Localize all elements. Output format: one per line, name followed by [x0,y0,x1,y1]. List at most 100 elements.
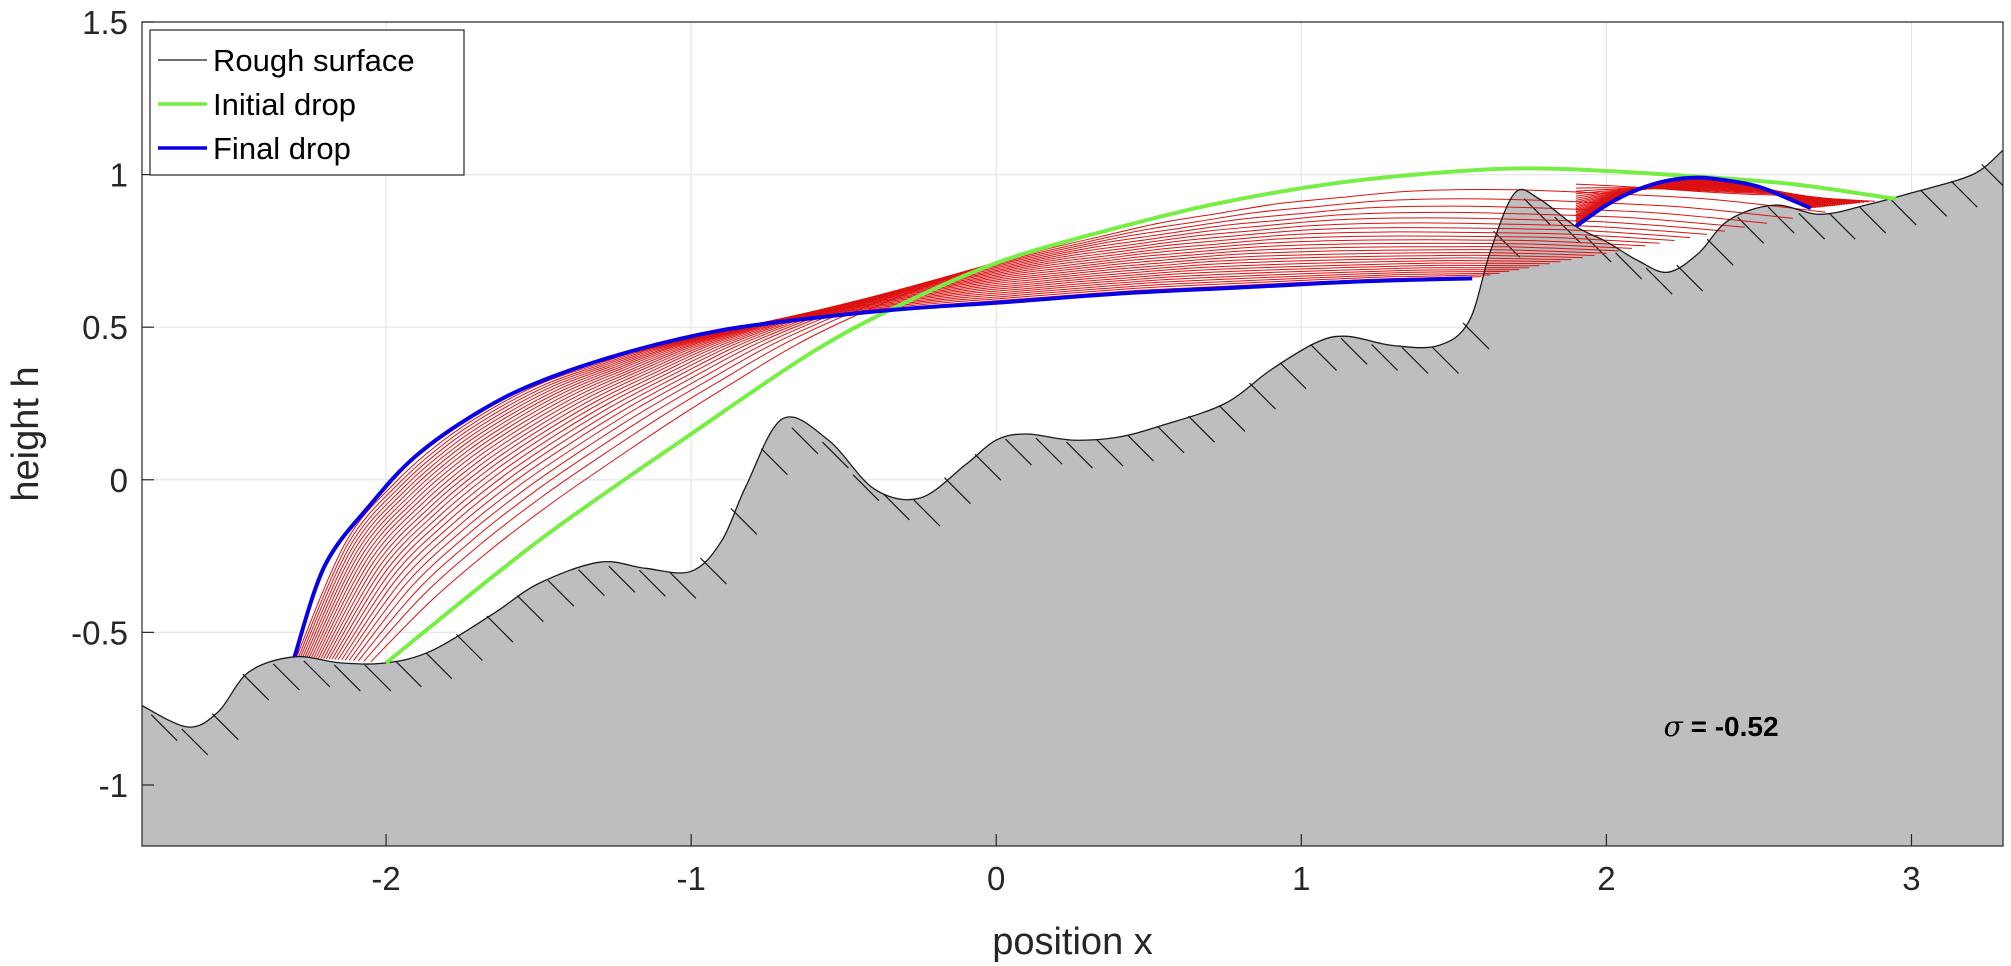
initial-drop-line [384,166,1897,665]
hatch-mark [1066,441,1093,469]
x-tick-label: -1 [676,860,705,897]
hatch-mark [150,714,178,742]
intermediate-drop-curve [334,235,1660,660]
x-tick-label: 1 [1292,860,1310,897]
final-drop-curve [292,276,1473,658]
hatch-mark [1676,264,1704,292]
hatch-mark [1645,267,1673,295]
intermediate-drop-curve [300,272,1500,658]
intermediate-drop-curve [370,188,1826,663]
hatch-mark [1950,180,1978,208]
y-tick-label: 1.5 [82,4,128,41]
hatch-mark [913,499,941,527]
intermediate-drop-curve [353,211,1745,662]
hatch-mark [1767,206,1795,234]
intermediate-drop-curve [348,217,1726,661]
x-tick-label: 3 [1902,860,1920,897]
hatch-mark [272,663,300,691]
surface-hatching [150,163,2003,756]
hatch-mark [1432,347,1460,374]
hatch-mark [791,427,819,455]
hatch-mark [1798,212,1826,240]
hatch-mark [455,633,483,661]
hatch-mark [1005,438,1032,466]
hatch-mark [1889,198,1917,226]
hatch-mark [1981,163,2003,187]
hatch-mark [303,660,331,688]
y-tick-label: -0.5 [71,614,128,651]
y-axis-ticks: -1 -0.5 0 0.5 1 1.5 [71,4,154,804]
hatch-mark [1462,322,1490,350]
intermediate-drop-curve [337,231,1675,660]
hatch-mark [333,664,361,692]
intermediate-drop-curve [325,246,1620,660]
x-axis-label: position x [992,921,1153,963]
hatch-mark [1737,216,1765,244]
hatch-mark [547,579,575,607]
x-tick-label: 0 [987,860,1005,897]
hatch-mark [1127,434,1154,462]
hatch-mark [760,448,788,476]
intermediate-drop-curve [315,257,1572,659]
legend-label-initial-drop: Initial drop [213,87,356,122]
hatch-mark [1920,189,1948,217]
hatch-mark [1310,344,1337,371]
hatch-mark [1279,362,1307,390]
hatch-mark [1584,235,1612,263]
intermediate-drop-curve [328,242,1633,660]
hatch-mark [944,477,971,505]
intermediate-drop-curve [298,274,1491,658]
hatch-mark [1157,426,1185,454]
hatch-mark [1828,212,1856,240]
legend-label-rough-surface: Rough surface [213,43,415,78]
hatch-mark [883,493,910,521]
hatch-mark [394,660,422,688]
intermediate-drop-curve [363,198,1793,662]
intermediate-drop-curve [357,205,1767,662]
y-tick-label: 0.5 [82,309,128,346]
plot-frame [141,21,2004,847]
hatch-mark [974,453,1002,481]
sigma-symbol: σ [1664,710,1684,743]
x-tick-label: -2 [371,860,400,897]
hatch-mark [1859,206,1887,234]
hatch-mark [486,615,514,643]
final-drop-curve [1574,175,1812,229]
sigma-value: = -0.52 [1683,711,1779,742]
intermediate-drop-curve [344,222,1707,661]
intermediate-drop-curve [341,227,1691,661]
intermediate-drop-curve [323,249,1607,659]
legend-label-final-drop: Final drop [213,131,351,166]
y-axis-label: height h [5,366,47,501]
initial-drop-curve [384,166,1897,665]
hatch-mark [242,673,270,701]
hatch-mark [1096,439,1124,467]
hatch-mark [181,728,209,756]
hatch-mark [1706,238,1734,266]
hatch-mark [1249,382,1276,410]
hatch-mark [516,595,544,623]
x-axis-ticks: -2 -1 0 1 2 3 [371,834,1921,897]
hatch-mark [577,569,605,596]
y-tick-label: -1 [99,767,128,804]
hatch-mark [364,664,392,692]
hatch-mark [1401,347,1429,374]
surface-line [142,149,2003,728]
hatch-mark [822,441,849,469]
legend: Rough surface Initial drop Final drop [149,29,465,176]
hatch-mark [1340,337,1368,365]
hatch-mark [211,713,239,741]
sigma-annotation: σ = -0.52 [1664,710,1779,743]
y-tick-label: 0 [110,462,128,499]
intermediate-drop-curve [331,239,1646,660]
intermediate-drop-curve [302,270,1510,658]
intermediate-drop-curve [317,254,1583,659]
hatch-mark [1371,344,1399,371]
hatch-mark [608,565,636,593]
surface-fill [142,150,2003,846]
hatch-mark [1035,437,1063,465]
hatch-mark [1615,252,1643,280]
hatch-mark [638,569,666,597]
intermediate-drop-curve [320,252,1595,659]
